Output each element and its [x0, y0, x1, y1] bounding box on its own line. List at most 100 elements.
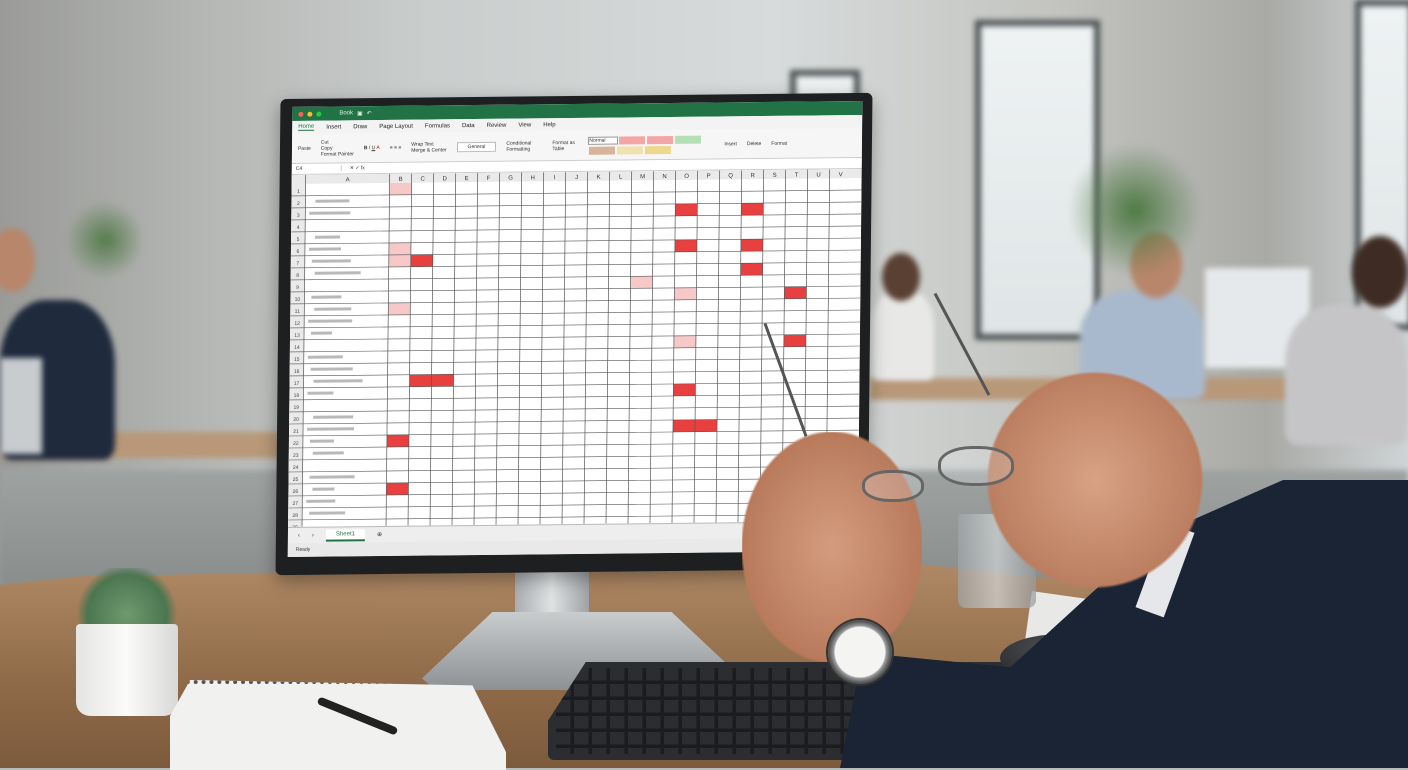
- row-gridline[interactable]: [289, 405, 860, 413]
- cell-style-swatch[interactable]: [675, 135, 702, 144]
- row-gridline[interactable]: [289, 357, 860, 365]
- tab-home[interactable]: Home: [298, 123, 315, 131]
- column-gridline[interactable]: [737, 170, 743, 523]
- highlighted-cell-light[interactable]: [389, 182, 412, 195]
- row-gridline[interactable]: [290, 261, 861, 269]
- highlighted-cell[interactable]: [673, 383, 696, 396]
- tab-formulas[interactable]: Formulas: [424, 122, 450, 130]
- cell-text-blur[interactable]: [308, 319, 353, 323]
- cell-text-blur[interactable]: [309, 511, 346, 515]
- highlighted-cell-light[interactable]: [674, 287, 697, 300]
- column-gridline[interactable]: [407, 173, 413, 526]
- row-gridline[interactable]: [291, 189, 862, 197]
- column-gridline[interactable]: [301, 174, 307, 527]
- row-gridline[interactable]: [290, 309, 861, 317]
- font-controls[interactable]: B I U A: [363, 144, 380, 151]
- paste-button[interactable]: Paste: [297, 145, 311, 152]
- row-gridline[interactable]: [291, 225, 862, 233]
- highlighted-cell[interactable]: [740, 239, 763, 252]
- tab-review[interactable]: Review: [486, 122, 507, 129]
- highlighted-cell[interactable]: [410, 254, 433, 267]
- row-gridline[interactable]: [290, 273, 861, 281]
- cell-text-blur[interactable]: [310, 367, 353, 371]
- row-gridline[interactable]: [290, 285, 861, 293]
- cell-text-blur[interactable]: [307, 427, 355, 431]
- cell-text-blur[interactable]: [315, 199, 350, 203]
- column-gridline[interactable]: [451, 173, 457, 526]
- cell-text-blur[interactable]: [307, 355, 343, 359]
- format-painter-button[interactable]: Format Painter: [320, 150, 354, 158]
- number-format-select[interactable]: General: [456, 141, 497, 152]
- cell-text-blur[interactable]: [312, 487, 335, 491]
- add-sheet-icon[interactable]: ⊕: [376, 532, 383, 539]
- highlighted-cell-light[interactable]: [388, 302, 411, 315]
- column-header-bar[interactable]: [291, 168, 862, 184]
- highlighted-cell[interactable]: [431, 374, 454, 387]
- row-gridline[interactable]: [291, 201, 862, 209]
- next-sheet-icon[interactable]: ›: [311, 532, 314, 539]
- save-icon[interactable]: ▣: [356, 110, 363, 117]
- format-cells-button[interactable]: Format: [771, 140, 788, 147]
- highlighted-cell[interactable]: [740, 263, 763, 276]
- column-gridline[interactable]: [429, 173, 435, 526]
- column-gridline[interactable]: [693, 170, 699, 523]
- row-gridline[interactable]: [291, 213, 862, 221]
- tab-page-layout[interactable]: Page Layout: [379, 123, 413, 130]
- cell-text-blur[interactable]: [313, 415, 354, 419]
- highlighted-cell-light[interactable]: [388, 242, 411, 255]
- highlighted-cell[interactable]: [674, 239, 697, 252]
- row-gridline[interactable]: [290, 237, 861, 245]
- conditional-formatting-button[interactable]: Conditional Formatting: [506, 139, 532, 153]
- tab-view[interactable]: View: [518, 121, 532, 129]
- row-gridline[interactable]: [289, 369, 860, 377]
- row-gridline[interactable]: [289, 393, 860, 401]
- minimize-icon[interactable]: [307, 111, 313, 117]
- name-box[interactable]: C4: [295, 165, 342, 172]
- column-gridline[interactable]: [539, 172, 545, 525]
- row-gridline[interactable]: [290, 297, 861, 305]
- cell-text-blur[interactable]: [315, 235, 341, 239]
- highlighted-cell[interactable]: [694, 419, 718, 432]
- row-header-bar[interactable]: [288, 174, 306, 528]
- highlighted-cell[interactable]: [675, 203, 698, 216]
- column-gridline[interactable]: [473, 172, 479, 526]
- column-gridline[interactable]: [561, 172, 567, 525]
- column-gridline[interactable]: [671, 170, 677, 523]
- cell-text-blur[interactable]: [309, 211, 351, 215]
- highlighted-cell-light[interactable]: [630, 276, 653, 289]
- column-gridline[interactable]: [649, 171, 655, 524]
- row-gridline[interactable]: [290, 249, 861, 257]
- align-controls[interactable]: ≡ ≡ ≡: [389, 144, 402, 151]
- highlighted-cell[interactable]: [672, 419, 696, 432]
- highlighted-cell-light[interactable]: [673, 335, 696, 348]
- cell-text-blur[interactable]: [311, 331, 333, 335]
- maximize-icon[interactable]: [316, 111, 322, 117]
- cell-text-blur[interactable]: [312, 451, 344, 455]
- cell-styles-gallery[interactable]: Normal: [588, 134, 714, 155]
- cell-text-blur[interactable]: [314, 271, 361, 275]
- row-gridline[interactable]: [289, 417, 860, 425]
- highlighted-cell[interactable]: [784, 286, 807, 299]
- highlighted-cell[interactable]: [741, 203, 764, 216]
- cell-text-blur[interactable]: [314, 307, 352, 311]
- format-as-table-button[interactable]: Format as Table: [552, 139, 575, 152]
- highlighted-cell[interactable]: [386, 482, 409, 495]
- tab-data[interactable]: Data: [461, 122, 475, 129]
- cell-grid[interactable]: A B C D E F G H I J K L M N O P Q R S T U V123456789101112131…: [288, 168, 862, 528]
- highlighted-cell-light[interactable]: [388, 254, 411, 267]
- cell-style-swatch[interactable]: [617, 145, 644, 155]
- insert-cells-button[interactable]: Insert: [724, 140, 737, 147]
- style-normal[interactable]: Normal: [588, 136, 619, 145]
- row-gridline[interactable]: [290, 321, 861, 329]
- tab-help[interactable]: Help: [543, 121, 556, 128]
- column-gridline[interactable]: [385, 173, 391, 526]
- row-gridline[interactable]: [289, 381, 860, 389]
- column-gridline[interactable]: [583, 171, 589, 524]
- cell-style-swatch[interactable]: [589, 146, 616, 155]
- row-gridline[interactable]: [289, 345, 860, 353]
- cell-style-swatch[interactable]: [645, 145, 672, 154]
- delete-cells-button[interactable]: Delete: [746, 140, 762, 147]
- cell-style-swatch[interactable]: [619, 135, 646, 145]
- cell-text-blur[interactable]: [307, 391, 334, 395]
- cell-text-blur[interactable]: [306, 499, 336, 503]
